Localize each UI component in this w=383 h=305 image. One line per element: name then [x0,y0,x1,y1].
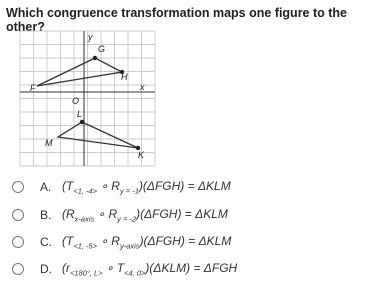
option[interactable]: B. (Rx-axis ∘ Ry = -2)(ΔFGH) = ΔKLM [0,205,383,227]
point-label: F [30,83,36,93]
option-text: (T<1, -4> ∘ Ry = -1)(ΔFGH) = ΔKLM [62,179,231,195]
point-label: L [77,109,82,119]
subscript: y = -1 [119,186,139,196]
option-text: (T<1, -5> ∘ Ry-axis)(ΔFGH) = ΔKLM [62,234,231,250]
graph: y x O G H F L M K [19,30,156,167]
option-text: (r<180°, L> ∘ T<4, 0>)(ΔKLM) = ΔFGH [62,261,237,277]
math-text: ∘ R [97,179,120,193]
option[interactable]: A. (T<1, -4> ∘ Ry = -1)(ΔFGH) = ΔKLM [0,177,383,199]
point-label: K [138,150,145,160]
point-label: G [98,44,105,54]
triangles [36,57,139,149]
radio-button[interactable] [12,263,24,275]
points [79,55,141,151]
option-letter: B. [40,208,52,222]
math-text: (r [62,261,70,275]
option-letter: A. [40,180,52,194]
math-text: (R [62,207,75,221]
axes [20,31,155,166]
option-letter: C. [40,235,52,249]
subscript: y = -2 [117,214,137,224]
axis-label: y [87,32,93,42]
subscript: <1, -5> [73,241,98,251]
option-letter: D. [40,262,52,276]
subscript: <1, -4> [73,186,98,196]
math-text: ∘ R [97,234,120,248]
question: Which congruence transformation maps one… [6,6,348,34]
math-text: ∘ R [94,207,118,221]
math-text: )(ΔFGH) = ΔKLM [138,179,231,193]
math-text: (T [62,234,74,248]
radio-button[interactable] [12,236,24,248]
radio-button[interactable] [12,209,24,221]
subscript: y-axis [119,241,140,251]
origin-label: O [72,96,79,106]
math-text: )(ΔKLM) = ΔFGH [145,261,238,275]
subscript: <180°, L> [70,268,103,278]
option[interactable]: D. (r<180°, L> ∘ T<4, 0>)(ΔKLM) = ΔFGH [0,259,383,281]
math-text: ∘ T [102,261,125,275]
point-label: H [121,72,128,82]
subscript: <4, 0> [124,268,146,278]
math-text: )(ΔFGH) = ΔKLM [139,234,232,248]
grid [19,30,156,167]
point-label: M [45,138,53,148]
option-text: (Rx-axis ∘ Ry = -2)(ΔFGH) = ΔKLM [62,207,228,223]
option[interactable]: C. (T<1, -5> ∘ Ry-axis)(ΔFGH) = ΔKLM [0,232,383,254]
math-text: )(ΔFGH) = ΔKLM [136,207,228,221]
radio-button[interactable] [12,181,24,193]
math-text: (T [62,179,74,193]
axis-label: x [139,82,145,92]
subscript: x-axis [74,214,95,224]
